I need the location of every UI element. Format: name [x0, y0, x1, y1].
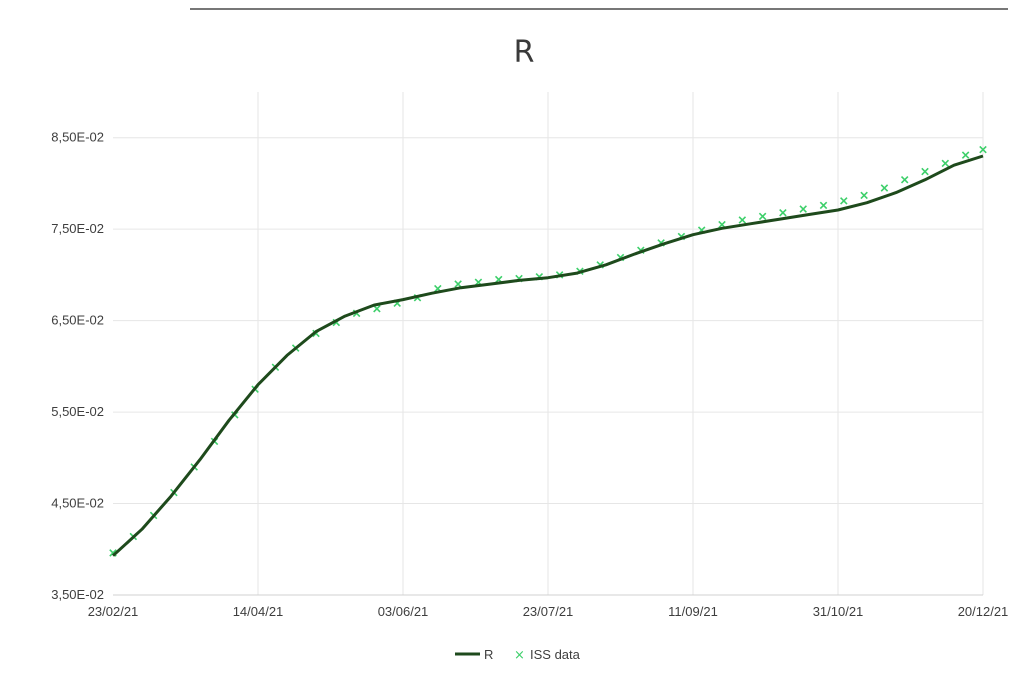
y-axis-ticks: 3,50E-02 4,50E-02 5,50E-02 6,50E-02 7,50E-02… [51, 130, 104, 602]
iss-data-point [738, 216, 747, 224]
x-axis-ticks: 23/02/21 14/04/21 03/06/21 23/07/21 11/09/21… [88, 604, 1009, 619]
iss-data-point [373, 304, 381, 313]
x-tick-label: 11/09/21 [668, 604, 718, 619]
iss-data-point [880, 184, 889, 192]
chart-title: R [514, 35, 535, 70]
iss-data-point [921, 167, 929, 176]
iss-data-point [758, 212, 767, 221]
iss-data-point [860, 191, 868, 200]
iss-data-point [779, 208, 787, 217]
iss-data-point [979, 145, 987, 154]
y-tick-label: 5,50E-02 [51, 404, 104, 419]
x-tick-label: 14/04/21 [233, 604, 284, 619]
y-tick-label: 3,50E-02 [51, 587, 104, 602]
iss-data-point [961, 151, 970, 159]
y-tick-label: 7,50E-02 [51, 221, 104, 236]
y-tick-label: 6,50E-02 [51, 313, 104, 328]
y-tick-label: 8,50E-02 [51, 130, 104, 145]
series-layer [109, 145, 987, 557]
iss-data-point [840, 197, 848, 205]
gridlines [113, 92, 984, 596]
iss-data-point [799, 205, 807, 213]
x-tick-label: 31/10/21 [813, 604, 864, 619]
r-series-line [111, 154, 984, 557]
iss-data-point [941, 159, 950, 168]
legend-marker-swatch-iss: × [514, 648, 525, 663]
iss-data-point [900, 176, 909, 184]
iss-data-point [454, 280, 462, 288]
x-tick-label: 23/07/21 [523, 604, 574, 619]
x-tick-label: 20/12/21 [958, 604, 1009, 619]
x-tick-label: 03/06/21 [378, 604, 429, 619]
iss-data-point [819, 201, 828, 210]
y-tick-label: 4,50E-02 [51, 496, 104, 511]
legend: R × ISS data [455, 647, 581, 663]
x-tick-label: 23/02/21 [88, 604, 139, 619]
legend-label-r: R [484, 647, 493, 662]
legend-label-iss-data: ISS data [530, 647, 581, 662]
